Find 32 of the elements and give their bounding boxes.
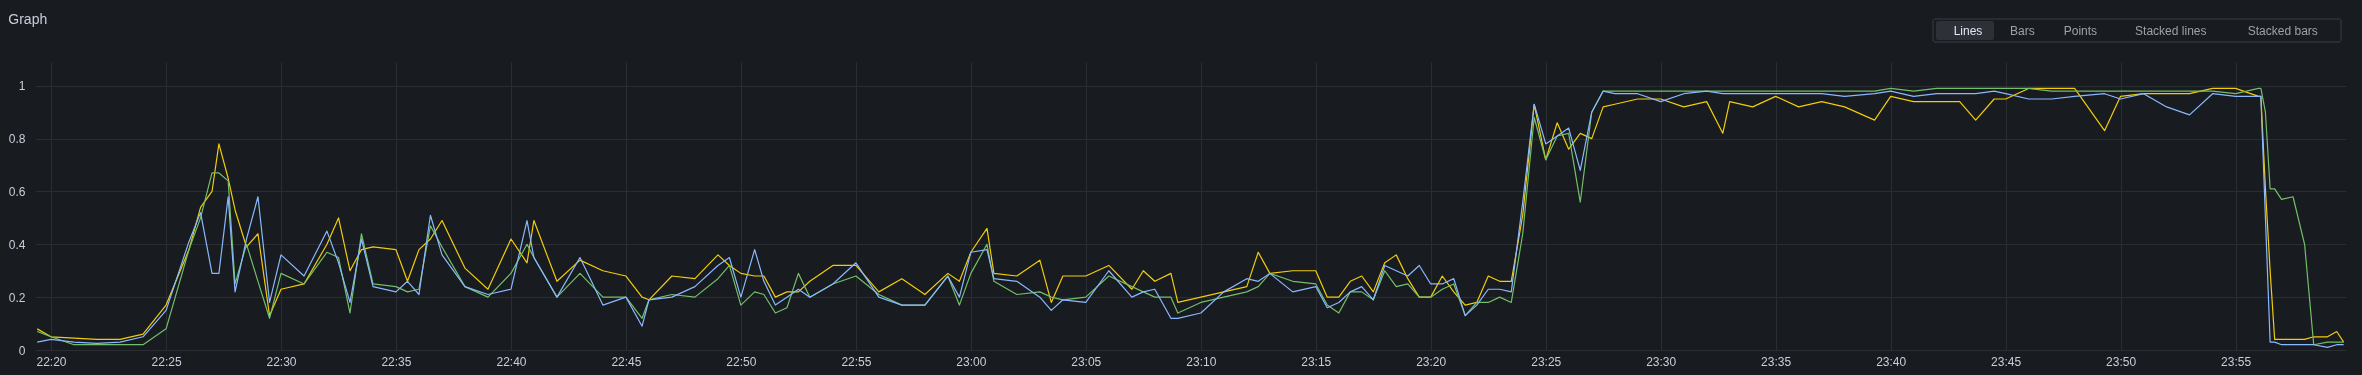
x-tick-label: 23:30 — [1646, 354, 1677, 369]
text: Lines — [1953, 23, 1983, 38]
x-tick-label: 23:40 — [1876, 354, 1907, 369]
x-tick-label: 23:10 — [1186, 354, 1217, 369]
y-tick-label: 0.4 — [8, 237, 26, 252]
text: Bars — [2010, 23, 2035, 38]
x-tick-label: 22:35 — [381, 354, 412, 369]
x-tick-label: 22:20 — [36, 354, 67, 369]
x-tick-label: 23:20 — [1416, 354, 1447, 369]
x-tick-label: 22:45 — [611, 354, 642, 369]
chart-title: Graph — [8, 10, 48, 27]
text: Stacked bars — [2247, 23, 2318, 38]
x-tick-label: 23:55 — [2221, 354, 2252, 369]
x-tick-label: 23:45 — [1991, 354, 2022, 369]
x-tick-label: 22:25 — [151, 354, 182, 369]
y-tick-label: 0.8 — [8, 132, 26, 147]
x-tick-label: 23:05 — [1071, 354, 1102, 369]
x-tick-label: 23:25 — [1531, 354, 1562, 369]
y-tick-label: 0 — [18, 343, 26, 358]
y-tick-label: 0.2 — [8, 290, 26, 305]
text: Points — [2063, 23, 2098, 38]
y-tick-label: 0.6 — [8, 184, 26, 199]
x-tick-label: 23:35 — [1761, 354, 1792, 369]
x-tick-label: 22:30 — [266, 354, 297, 369]
y-tick-label: 1 — [18, 79, 26, 94]
x-tick-label: 22:55 — [841, 354, 872, 369]
x-tick-label: 23:15 — [1301, 354, 1332, 369]
x-tick-label: 22:50 — [726, 354, 757, 369]
x-tick-label: 23:50 — [2106, 354, 2137, 369]
x-tick-label: 23:00 — [956, 354, 987, 369]
x-tick-label: 22:40 — [496, 354, 527, 369]
text: Stacked lines — [2135, 23, 2207, 38]
